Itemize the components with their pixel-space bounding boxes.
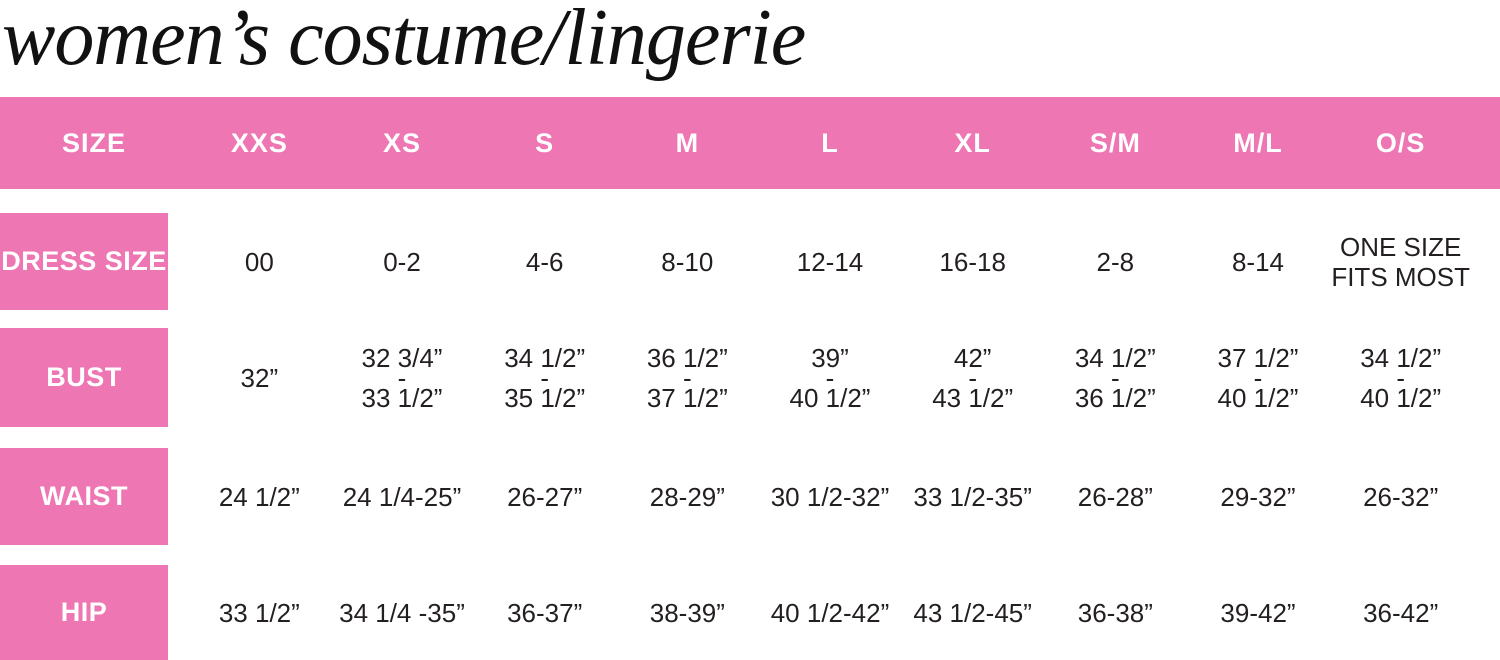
cell-dress-size-s-m: 2-8 <box>1096 246 1135 277</box>
cell-hip-m-l: 39-42” <box>1220 597 1296 628</box>
cell-bust-m: 36 1/2” - 37 1/2” <box>646 342 728 413</box>
cell-waist-xs: 24 1/4-25” <box>342 481 462 512</box>
cell-hip-l: 40 1/2-42” <box>770 597 890 628</box>
column-header-xl: XL <box>954 127 991 158</box>
table-row-hip: HIP 33 1/2” 34 1/4 -35” 36-37” 38-39” 40 1/2-… <box>0 565 1500 660</box>
cell-dress-size-l: 12-14 <box>796 246 864 277</box>
cell-dress-size-m-l: 8-14 <box>1231 246 1285 277</box>
cell-bust-xl: 42” - 43 1/2” <box>932 342 1014 413</box>
cell-hip-xs: 34 1/4 -35” <box>339 597 465 628</box>
cell-hip-s-m: 36-38” <box>1077 597 1153 628</box>
row-label-waist: WAIST <box>0 448 168 545</box>
cell-waist-m-l: 29-32” <box>1220 481 1296 512</box>
column-header-xs: XS <box>382 127 421 158</box>
cell-waist-s: 26-27” <box>507 481 583 512</box>
row-label-hip: HIP <box>0 565 168 660</box>
cell-bust-l: 39” - 40 1/2” <box>789 342 871 413</box>
column-header-size: SIZE <box>61 127 126 158</box>
column-header-o-s: O/S <box>1375 127 1426 158</box>
cell-bust-s-m: 34 1/2” - 36 1/2” <box>1074 342 1156 413</box>
cell-waist-s-m: 26-28” <box>1077 481 1153 512</box>
cell-waist-l: 30 1/2-32” <box>770 481 890 512</box>
page-title: women’s costume/lingerie <box>2 0 806 82</box>
cell-bust-o-s: 34 1/2” - 40 1/2” <box>1360 342 1442 413</box>
cell-hip-xl: 43 1/2-45” <box>913 597 1032 628</box>
column-header-l: L <box>821 127 839 158</box>
column-header-s-m: S/M <box>1089 127 1141 158</box>
cell-bust-xs: 32 3/4” - 33 1/2” <box>361 342 443 413</box>
row-label-dress-size: DRESS SIZE <box>0 213 168 310</box>
cell-hip-s: 36-37” <box>507 597 583 628</box>
column-header-m: M <box>675 127 700 158</box>
cell-dress-size-xxs: 00 <box>244 246 274 277</box>
cell-dress-size-xs: 0-2 <box>383 246 421 277</box>
cell-hip-xxs: 33 1/2” <box>218 597 300 628</box>
cell-waist-o-s: 26-32” <box>1363 481 1439 512</box>
cell-bust-xxs: 32” <box>240 362 279 393</box>
column-header-s: S <box>535 127 555 158</box>
cell-dress-size-s: 4-6 <box>525 246 564 277</box>
table-row-waist: WAIST 24 1/2” 24 1/4-25” 26-27” 28-29” 30 1/2… <box>0 448 1500 545</box>
cell-dress-size-o-s: ONE SIZE FITS MOST <box>1331 231 1470 292</box>
cell-hip-o-s: 36-42” <box>1363 597 1439 628</box>
cell-dress-size-xl: 16-18 <box>939 246 1006 277</box>
cell-dress-size-m: 8-10 <box>661 246 714 277</box>
cell-waist-xxs: 24 1/2” <box>218 481 300 512</box>
row-label-bust: BUST <box>0 328 168 427</box>
cell-waist-m: 28-29” <box>649 481 725 512</box>
table-header-row: SIZE XXS XS S M L XL S/M M/L O/S <box>0 97 1500 189</box>
column-header-xxs: XXS <box>230 127 288 158</box>
table-row-dress-size: DRESS SIZE 00 0-2 4-6 8-10 12-14 16-18 2-8 8-14 O… <box>0 213 1500 310</box>
cell-bust-m-l: 37 1/2” - 40 1/2” <box>1217 342 1299 413</box>
cell-waist-xl: 33 1/2-35” <box>913 481 1032 512</box>
column-header-m-l: M/L <box>1233 127 1283 158</box>
cell-bust-s: 34 1/2” - 35 1/2” <box>504 342 586 413</box>
cell-hip-m: 38-39” <box>649 597 725 628</box>
table-row-bust: BUST 32” 32 3/4” - 33 1/2” 34 1/2” - 35 1/2… <box>0 328 1500 427</box>
